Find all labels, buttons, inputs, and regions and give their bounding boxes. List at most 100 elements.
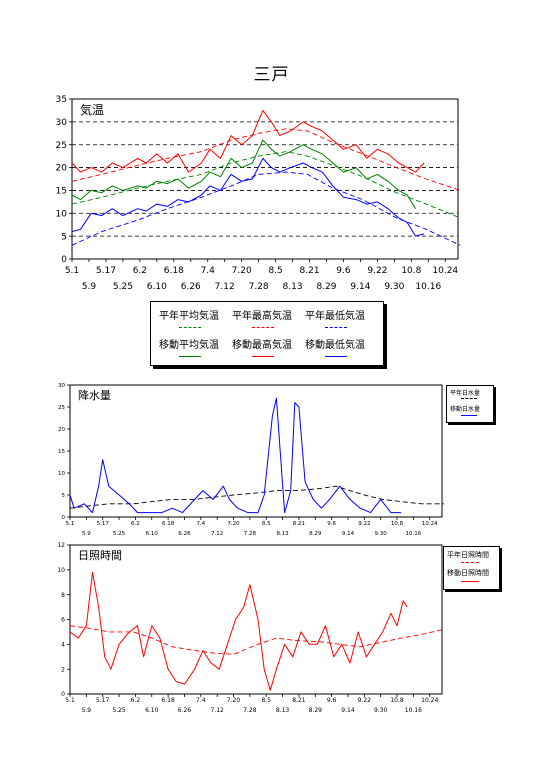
x-tick-label: 5.17 [96, 266, 116, 276]
chart-3: 0 2 4 6 8 10 12 5.1 5.17 6.2 6.18 7.4 7.20 8.5 8.21 9.6… [57, 542, 445, 714]
x-tick-label: 5.25 [113, 282, 133, 292]
y-tick-label: 20 [58, 427, 65, 433]
legend-label-moving-avg: 移動平均気温 [159, 340, 219, 351]
y-tick-label: 10 [58, 471, 65, 477]
x-tick-label: 10.8 [391, 521, 404, 527]
x-tick-label: 9.14 [341, 707, 355, 714]
x-tick-label: 5.17 [96, 697, 110, 704]
y-tick-label: 15 [58, 449, 65, 455]
y-tick-label: 4 [61, 641, 65, 648]
precipitation-legend: 平年日水量 移動日水量 [446, 385, 494, 423]
y-tick-label: 30 [56, 118, 68, 128]
x-tick-label: 8.21 [292, 697, 306, 704]
x-tick-label: 5.1 [65, 697, 75, 704]
y-tick-label: 6 [61, 617, 65, 624]
y-tick-label: 35 [56, 95, 67, 105]
legend-label-moving-sunshine: 移動日照時間 [447, 569, 489, 577]
x-tick-label: 6.10 [147, 282, 167, 292]
x-tick-label: 6.26 [178, 707, 192, 714]
legend-swatch-moving-max [252, 356, 274, 357]
x-tick-label: 7.12 [211, 531, 223, 537]
series-line-1-5 [71, 139, 417, 209]
x-tick-label: 7.20 [227, 521, 240, 527]
x-tick-label: 8.29 [316, 282, 336, 292]
sunshine-legend: 平年日照時間 移動日照時間 [443, 546, 500, 590]
legend-swatch-normal-min [325, 327, 347, 328]
x-tick-label: 5.25 [112, 707, 126, 714]
x-tick-label: 8.21 [293, 521, 305, 527]
y-tick-label: 20 [56, 164, 68, 174]
x-tick-label: 7.12 [210, 707, 224, 714]
x-tick-label: 7.4 [201, 266, 216, 276]
y-tick-label: 5 [62, 493, 66, 499]
chart-title: 降水量 [78, 388, 111, 402]
x-tick-label: 5.1 [66, 521, 75, 527]
legend-swatch-moving-avg [179, 356, 201, 357]
series-line-1-1 [71, 128, 461, 191]
x-tick-label: 9.22 [367, 266, 387, 276]
x-tick-label: 7.28 [243, 707, 257, 714]
y-tick-label: 5 [61, 232, 67, 242]
x-tick-label: 8.5 [262, 521, 271, 527]
x-tick-label: 8.29 [309, 531, 322, 537]
legend-label-moving-precip: 移動日水量 [450, 406, 481, 413]
legend-label-normal-max: 平年最高気温 [232, 311, 292, 322]
legend-label-normal-avg: 平年平均気温 [159, 311, 219, 322]
x-tick-label: 8.13 [276, 531, 289, 537]
plot-frame [69, 384, 443, 518]
x-tick-label: 10.8 [401, 266, 421, 276]
plot-frame [71, 98, 459, 260]
x-tick-label: 5.17 [97, 521, 110, 527]
page-title: 三戸 [253, 65, 290, 85]
y-tick-label: 2 [61, 666, 65, 673]
legend-swatch-normal-sunshine [461, 562, 479, 563]
y-tick-label: 0 [61, 691, 65, 698]
legend-swatch-normal-avg [179, 327, 201, 328]
x-tick-label: 6.18 [161, 697, 175, 704]
x-tick-label: 9.14 [342, 531, 355, 537]
x-tick-label: 6.18 [162, 521, 175, 527]
x-tick-label: 10.8 [390, 697, 404, 704]
chart-title: 気温 [80, 102, 104, 117]
x-tick-label: 9.6 [327, 521, 336, 527]
y-tick-label: 25 [56, 141, 67, 151]
legend-swatch-normal-precip [461, 398, 477, 399]
x-tick-label: 8.29 [309, 707, 323, 714]
x-tick-label: 5.1 [65, 266, 79, 276]
y-tick-label: 8 [61, 592, 65, 599]
plot-frame [69, 544, 443, 695]
legend-label-normal-precip: 平年日水量 [450, 390, 481, 397]
x-tick-label: 8.13 [276, 707, 290, 714]
legend-swatch-normal-max [252, 327, 274, 328]
y-tick-label: 15 [56, 187, 67, 197]
x-tick-label: 9.6 [327, 697, 337, 704]
x-tick-label: 8.13 [283, 282, 303, 292]
x-tick-label: 7.20 [232, 266, 252, 276]
chart-title: 日照時間 [78, 549, 122, 562]
legend-label-moving-min: 移動最低気温 [305, 340, 365, 351]
x-tick-label: 6.2 [131, 697, 141, 704]
x-tick-label: 7.12 [215, 282, 235, 292]
x-tick-label: 8.21 [300, 266, 320, 276]
y-tick-label: 10 [57, 567, 65, 574]
x-tick-label: 10.16 [406, 531, 422, 537]
y-tick-label: 10 [56, 209, 68, 219]
series-line-3-1 [69, 625, 445, 655]
x-tick-label: 5.9 [82, 707, 92, 714]
series-line-3-2 [69, 571, 408, 691]
x-tick-label: 5.25 [113, 531, 126, 537]
y-tick-label: 30 [58, 383, 65, 389]
series-line-2-2 [69, 397, 402, 514]
series-line-2-1 [69, 485, 444, 509]
x-tick-label: 10.16 [415, 282, 441, 292]
x-tick-label: 9.22 [358, 521, 370, 527]
x-tick-label: 8.5 [261, 697, 271, 704]
x-tick-label: 6.2 [131, 521, 140, 527]
series-line-1-4 [71, 109, 425, 173]
temperature-legend: 平年平均気温 平年最高気温 平年最低気温 移動平均気温 移動最高気温 移動最低気… [150, 301, 384, 366]
x-tick-label: 10.24 [432, 266, 458, 276]
x-tick-label: 6.26 [181, 282, 201, 292]
x-tick-label: 7.4 [196, 697, 206, 704]
